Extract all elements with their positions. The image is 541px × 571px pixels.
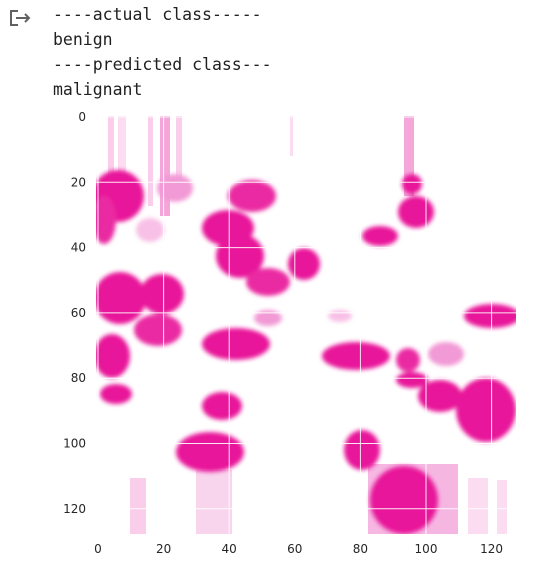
grid-lines	[96, 116, 516, 534]
x-tick-label: 100	[415, 542, 438, 556]
x-tick-label: 20	[156, 542, 171, 556]
y-axis-ticks: 0 20 40 60 80 100 120	[63, 110, 86, 516]
x-tick-label: 120	[480, 542, 503, 556]
y-tick-label: 80	[71, 371, 86, 385]
x-tick-label: 80	[353, 542, 368, 556]
cell-output-text: ----actual class----- benign ----predict…	[53, 2, 272, 102]
y-tick-label: 120	[63, 502, 86, 516]
y-tick-label: 100	[63, 437, 86, 451]
output-line-actual-value: benign	[53, 30, 113, 49]
y-tick-label: 60	[71, 306, 86, 320]
histology-image-plot: 0 20 40 60 80 100 120 0 20 40 60 80 100 120	[63, 110, 516, 556]
stained-cells	[96, 170, 516, 534]
x-axis-ticks: 0 20 40 60 80 100 120	[94, 542, 503, 556]
output-line-actual-header: ----actual class-----	[53, 5, 262, 24]
x-tick-label: 40	[222, 542, 237, 556]
output-line-predicted-value: malignant	[53, 80, 143, 99]
image-area	[96, 116, 516, 534]
y-tick-label: 40	[71, 241, 86, 255]
output-line-predicted-header: ----predicted class---	[53, 55, 272, 74]
x-tick-label: 0	[94, 542, 102, 556]
y-tick-label: 0	[78, 110, 86, 124]
y-tick-label: 20	[71, 175, 86, 189]
x-tick-label: 60	[287, 542, 302, 556]
output-arrow-icon[interactable]	[8, 8, 34, 28]
